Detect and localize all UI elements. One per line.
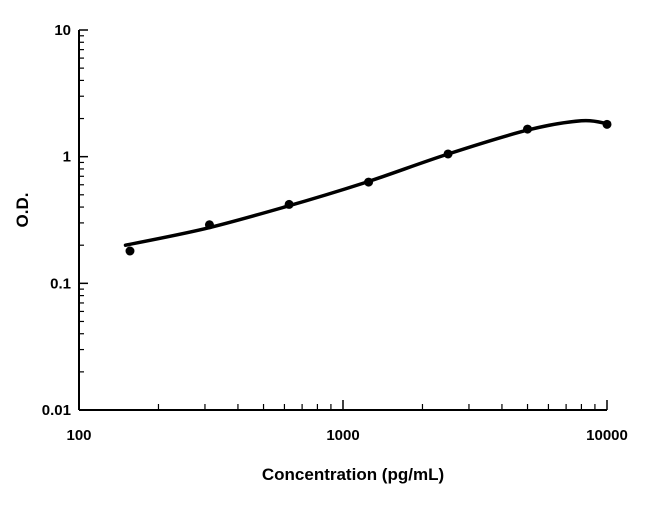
data-point [284,199,294,209]
data-point [602,119,612,129]
data-point [364,177,374,187]
ticks: 0.01 0.1 1 10 100 1000 10000 [42,22,628,444]
data-point [523,124,533,134]
y-tick-label: 10 [54,22,71,39]
x-tick-label: 10000 [586,427,628,444]
y-axis-label: O.D. [13,193,32,228]
data-points [125,119,612,256]
x-axis-label: Concentration (pg/mL) [262,465,444,484]
x-tick-label: 1000 [326,427,359,444]
data-point [125,246,135,256]
x-tick-label: 100 [66,427,91,444]
y-tick-label: 0.01 [42,402,71,419]
data-point [204,220,214,230]
y-tick-label: 1 [63,149,71,166]
axes [78,30,607,411]
data-point [443,149,453,159]
y-tick-label: 0.1 [50,275,71,292]
